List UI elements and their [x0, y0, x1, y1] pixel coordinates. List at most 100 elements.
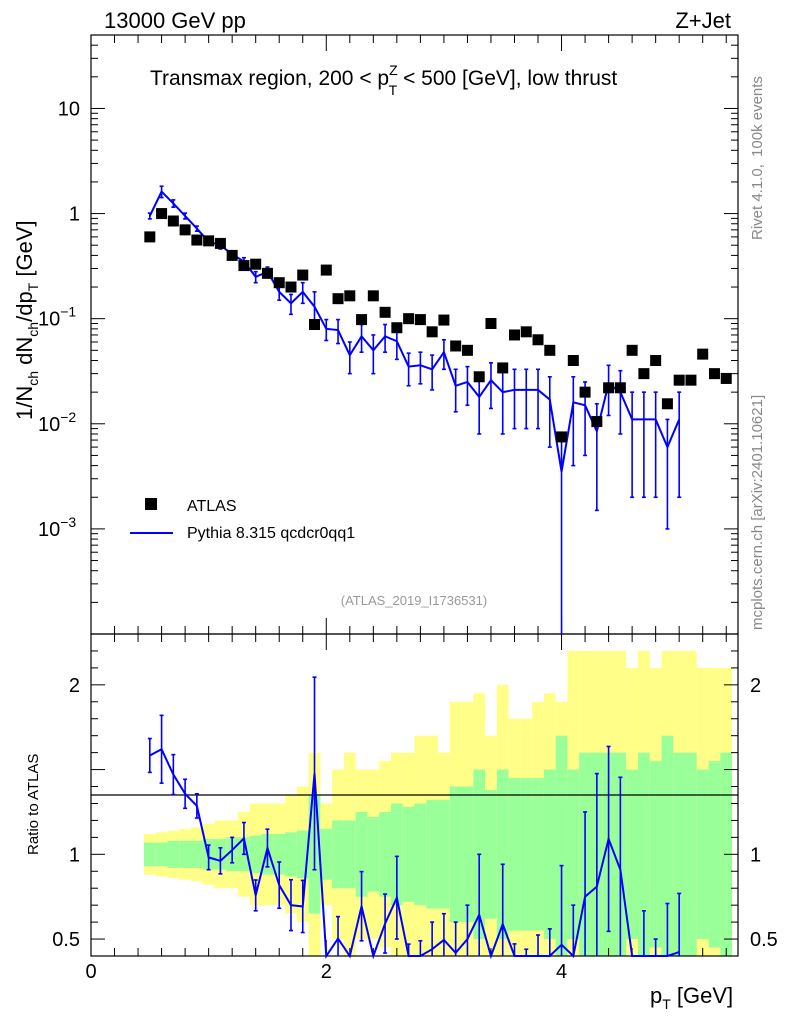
- mcplots-label: mcplots.cern.ch [arXiv:2401.10621]: [749, 395, 766, 630]
- rivet-version-label: Rivet 4.1.0, 100k events: [749, 76, 766, 240]
- ratio-band-inner: [249, 835, 262, 873]
- ratio-band-inner: [496, 769, 509, 940]
- ratio-tick-label-right: 0.5: [750, 929, 778, 951]
- ratio-band-inner: [708, 761, 721, 948]
- atlas-data-point: [579, 386, 591, 398]
- y-tick-label: 10−2: [38, 409, 76, 436]
- mc-ratio-line: [149, 747, 680, 960]
- ratio-band-inner: [296, 830, 309, 879]
- ratio-band-inner: [638, 752, 650, 956]
- atlas-data-point: [144, 231, 156, 243]
- atlas-data-point: [603, 382, 615, 394]
- ratio-band-inner: [179, 840, 191, 868]
- atlas-data-point: [567, 355, 579, 367]
- atlas-data-point: [661, 398, 673, 410]
- process-label: Z+Jet: [675, 8, 731, 33]
- ratio-y-axis-label: Ratio to ATLAS: [25, 754, 42, 855]
- ratio-band-inner: [661, 735, 674, 956]
- ratio-band-inner: [438, 800, 450, 909]
- atlas-data-point: [261, 267, 273, 279]
- legend-mc-label: Pythia 8.315 qcdcr0qq1: [187, 525, 355, 542]
- atlas-data-point: [673, 374, 685, 386]
- atlas-data-point: [156, 208, 168, 220]
- ratio-bands: [143, 650, 733, 956]
- ratio-band-inner: [285, 832, 297, 877]
- ratio-band-inner: [379, 811, 391, 897]
- mc-series-upper: [147, 185, 682, 634]
- ratio-band-inner: [167, 840, 180, 868]
- atlas-data-point: [614, 382, 626, 394]
- atlas-data-point: [226, 249, 238, 261]
- atlas-data-point: [638, 368, 650, 380]
- ratio-band-inner: [508, 778, 521, 931]
- x-tick-label: 2: [321, 961, 332, 983]
- ratio-band-inner: [685, 752, 697, 956]
- ratio-tick-label-left: 1: [69, 844, 80, 866]
- atlas-data-point: [485, 317, 497, 329]
- energy-label: 13000 GeV pp: [104, 8, 246, 33]
- atlas-data-point: [591, 416, 603, 428]
- ratio-band-inner: [426, 800, 439, 909]
- atlas-data-point: [285, 281, 297, 293]
- ratio-band-inner: [673, 752, 686, 956]
- atlas-data-point: [544, 344, 556, 356]
- atlas-data-point: [473, 371, 485, 383]
- atlas-data-point: [461, 344, 473, 356]
- atlas-data-point: [450, 340, 462, 352]
- atlas-data-point: [238, 260, 250, 272]
- ratio-band-inner: [367, 817, 380, 892]
- atlas-data-point: [273, 277, 285, 289]
- ratio-tick-label-left: 2: [69, 675, 80, 697]
- ratio-band-inner: [332, 820, 344, 889]
- ratio-band-inner: [414, 803, 427, 906]
- atlas-data-point: [650, 355, 662, 367]
- ratio-band-inner: [155, 842, 168, 867]
- atlas-data-point: [309, 319, 321, 331]
- analysis-label: (ATLAS_2019_I1736531): [341, 593, 487, 608]
- atlas-data-point: [214, 237, 226, 249]
- atlas-data-point: [532, 334, 544, 346]
- ratio-band-inner: [402, 806, 415, 902]
- ratio-band-inner: [649, 761, 662, 948]
- atlas-data-point: [344, 290, 356, 302]
- atlas-data-point: [720, 372, 732, 384]
- ratio-band-inner: [543, 769, 556, 940]
- atlas-data-point: [403, 313, 415, 325]
- x-tick-label: 4: [556, 961, 567, 983]
- atlas-data-point: [556, 431, 568, 443]
- y-tick-label: 1: [69, 204, 80, 226]
- atlas-data-point: [356, 314, 368, 326]
- ratio-band-inner: [343, 820, 356, 889]
- atlas-data-point: [426, 326, 438, 338]
- legend-atlas-label: ATLAS: [187, 498, 237, 515]
- ratio-band-inner: [696, 769, 709, 940]
- upper-y-axis-label: 1/Nch dNch/dpT [GeV]: [12, 220, 41, 420]
- atlas-data-point: [203, 235, 215, 247]
- mc-line: [148, 189, 681, 472]
- mc-series-ratio: [147, 676, 682, 960]
- atlas-data-point: [320, 264, 332, 276]
- atlas-data-point: [167, 215, 179, 227]
- ratio-tick-label-right: 2: [750, 675, 761, 697]
- ratio-tick-label-left: 0.5: [52, 929, 80, 951]
- upper-plot-frame: [90, 34, 739, 635]
- atlas-data-point: [520, 326, 532, 338]
- ratio-band-inner: [520, 778, 533, 931]
- x-tick-label: 0: [85, 961, 96, 983]
- atlas-data-point: [438, 314, 450, 326]
- ratio-band-inner: [190, 840, 203, 868]
- atlas-data-point: [685, 374, 697, 386]
- y-tick-label: 10−3: [38, 514, 76, 541]
- atlas-series-upper: [144, 208, 732, 443]
- ratio-band-inner: [485, 789, 497, 919]
- ratio-band-inner: [273, 833, 286, 875]
- ratio-band-inner: [626, 769, 639, 940]
- atlas-data-point: [697, 348, 709, 360]
- ratio-band-inner: [449, 786, 462, 923]
- atlas-data-point: [297, 269, 309, 281]
- atlas-data-point: [191, 234, 203, 246]
- atlas-data-point: [179, 224, 191, 236]
- atlas-data-point: [414, 314, 426, 326]
